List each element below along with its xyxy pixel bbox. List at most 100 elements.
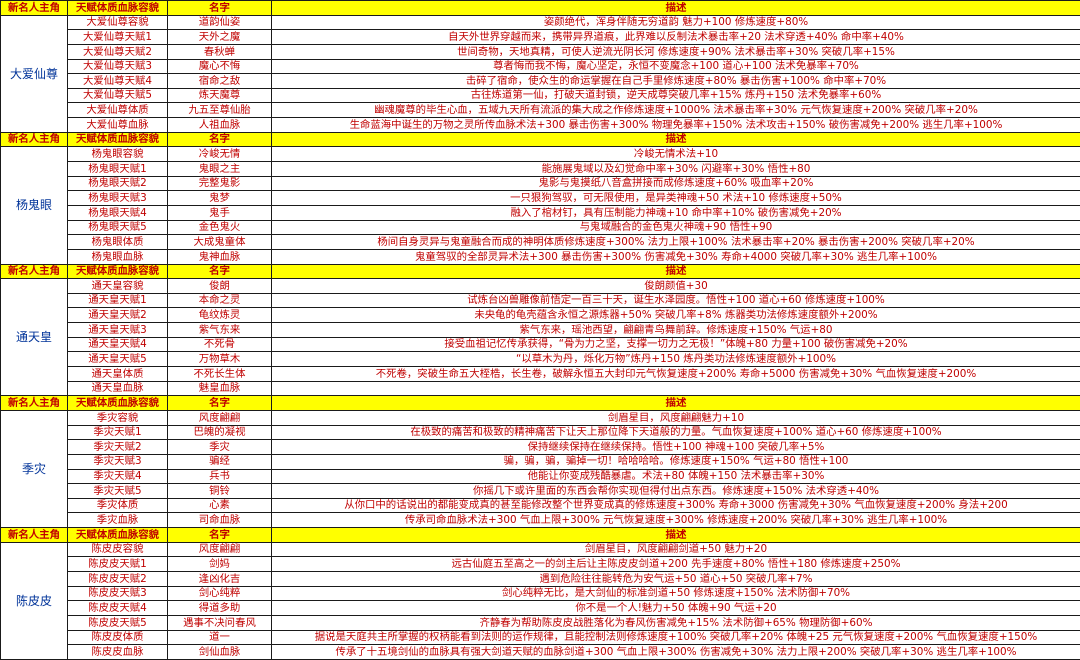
type-cell: 大爱仙尊血脉 <box>67 117 168 133</box>
name-cell: 紫气东来 <box>167 322 272 338</box>
header-type: 天赋体质血脉容貌 <box>67 0 168 16</box>
table-row: 陈皮皮天赋3 剑心纯粹 剑心纯粹无比，是大剑仙的标准剑道+50 修炼速度+150% … <box>1 585 1080 602</box>
name-cell: 风度翩翩 <box>167 409 272 426</box>
name-cell: 本命之灵 <box>167 292 272 309</box>
header-row: 新名人主角 天赋体质血脉容貌 名字 描述 <box>0 527 1080 543</box>
table-row: 杨鬼眼血脉 鬼神血脉 鬼童驾驭的全部灵异术法+300 暴击伤害+300% 伤害减免+… <box>1 248 1080 265</box>
type-cell: 大爱仙尊体质 <box>67 102 168 119</box>
type-cell: 杨鬼眼天赋4 <box>67 204 168 221</box>
name-cell: 人祖血脉 <box>167 117 272 133</box>
name-cell: 俊朗 <box>167 278 272 294</box>
desc-cell: 自天外世界穿越而来，携带异界道痕，此界难以反制法术暴击率+20 法术穿透+40%… <box>271 29 1080 45</box>
type-cell: 杨鬼眼天赋5 <box>67 219 168 236</box>
table-row: 大爱仙尊天赋4 宿命之敌 击碎了宿命，使众生的命运掌握在自己手里修炼速度+80% 暴… <box>1 73 1080 89</box>
table-row: 大爱仙尊体质 九五至尊仙胎 幽魂魔尊的毕生心血，五域九天所有流派的集大成之作修炼速度… <box>1 102 1080 119</box>
header-row: 新名人主角 天赋体质血脉容貌 名字 描述 <box>0 0 1080 16</box>
name-cell: 鬼神血脉 <box>167 248 272 265</box>
table-row: 陈皮皮天赋4 得道多助 你不是一个人!魅力+50 体魄+90 气运+20 <box>1 600 1080 616</box>
desc-cell: 远古仙庭五至高之一的剑主后让主陈皮皮剑道+200 先手速度+80% 悟性+180… <box>271 556 1080 572</box>
table-row: 通天皇 通天皇容貌 俊朗 俊朗颜值+30 <box>0 278 1080 397</box>
table-row: 陈皮皮天赋5 遇事不决问春风 齐静春为帮助陈皮皮战胜落化为春风伤害减免+15% 法术… <box>1 614 1080 631</box>
name-cell: 不死长生体 <box>167 366 272 382</box>
name-cell: 心素 <box>167 497 272 514</box>
header-type: 天赋体质血脉容貌 <box>67 131 168 148</box>
table-row: 大爱仙尊天赋2 春秋蝉 世间奇物，天地真精，可使人逆流光阴长河 修炼速度+90% 法… <box>1 43 1080 60</box>
table-row: 杨鬼眼天赋3 鬼梦 一只狠狗驾驭，可无限使用，是异类神魂+50 术法+10 修炼速度… <box>1 190 1080 206</box>
type-cell: 通天皇天赋2 <box>67 307 168 324</box>
desc-cell: 俊朗颜值+30 <box>271 278 1080 294</box>
type-cell: 杨鬼眼容貌 <box>67 146 168 163</box>
type-cell: 杨鬼眼天赋1 <box>67 161 168 177</box>
name-cell: 炼天魔尊 <box>167 87 272 104</box>
table-row: 杨鬼眼天赋1 鬼眼之主 能施展鬼域以及幻觉命中率+30% 闪避率+30% 悟性+80 <box>1 161 1080 177</box>
table-row: 季灾天赋2 季灾 保持继续保持在继续保持。悟性+100 神魂+100 突破几率+5% <box>1 439 1080 455</box>
name-cell: 鬼手 <box>167 204 272 221</box>
type-cell: 陈皮皮天赋3 <box>67 585 168 602</box>
name-cell: 魔心不悔 <box>167 58 272 75</box>
type-cell: 陈皮皮体质 <box>67 629 168 646</box>
name-cell: 剑仙血脉 <box>167 644 272 660</box>
table-row: 季灾体质 心素 从你口中的话说出的都能变成真的甚至能修改整个世界变成真的修炼速度+3… <box>1 497 1080 514</box>
header-desc: 描述 <box>271 263 1080 280</box>
desc-cell: 古往炼道第一仙，打破天道封锁，逆天成尊突破几率+15% 炼丹+150 法术免暴率… <box>271 87 1080 104</box>
table-row: 季灾天赋4 兵书 他能让你变成残酷暴虐。术法+80 体魄+150 法术暴击率+30% <box>1 468 1080 485</box>
name-cell: 鬼梦 <box>167 190 272 206</box>
desc-cell: 冷峻无情术法+10 <box>271 146 1080 163</box>
table-row: 杨鬼眼体质 大成鬼童体 杨间自身灵异与鬼童融合而成的神明体质修炼速度+300% 法力… <box>1 234 1080 250</box>
hero-name-cell: 陈皮皮 <box>0 541 68 660</box>
name-cell: 剑妈 <box>167 556 272 572</box>
desc-cell: 一只狠狗驾驭，可无限使用，是异类神魂+50 术法+10 修炼速度+50% <box>271 190 1080 206</box>
table-row: 季灾血脉 司命血脉 传承司命血脉术法+300 气血上限+300% 元气恢复速度+30… <box>1 512 1080 529</box>
name-cell: 季灾 <box>167 439 272 455</box>
header-name: 名字 <box>167 0 272 16</box>
desc-cell: 传承了十五境剑仙的血脉具有强大剑道天赋的血脉剑道+300 气血上限+300% 伤… <box>271 644 1080 660</box>
table-row: 陈皮皮体质 道一 据说是天庭共主所掌握的权柄能看到法则的运作规律，且能控制法则修炼速… <box>1 629 1080 646</box>
name-cell: 宿命之敌 <box>167 73 272 89</box>
desc-cell: 鬼童驾驭的全部灵异术法+300 暴击伤害+300% 伤害减免+30% 寿命+40… <box>271 248 1080 265</box>
table-row: 大爱仙尊天赋3 魔心不悔 尊者悔而我不悔，魔心坚定，永恒不变魔念+100 道心+10… <box>1 58 1080 75</box>
header-row: 新名人主角 天赋体质血脉容貌 名字 描述 <box>0 395 1080 411</box>
table-row: 季灾天赋3 骗经 骗，骗，骗，骗掉一切！哈哈哈哈。修炼速度+150% 气运+80 悟… <box>1 453 1080 470</box>
desc-cell: 剑心纯粹无比，是大剑仙的标准剑道+50 修炼速度+150% 法术防御+70% <box>271 585 1080 602</box>
desc-cell: 未央龟的龟壳蕴含永恒之源炼器+50% 突破几率+8% 炼器类功法修炼速度额外+2… <box>271 307 1080 324</box>
type-cell: 大爱仙尊容貌 <box>67 14 168 31</box>
name-cell: 道韵仙姿 <box>167 14 272 31</box>
type-cell: 杨鬼眼天赋3 <box>67 190 168 206</box>
hero-name-cell: 通天皇 <box>0 278 68 397</box>
header-hero: 新名人主角 <box>0 527 68 543</box>
header-hero: 新名人主角 <box>0 395 68 411</box>
type-cell: 陈皮皮天赋2 <box>67 570 168 587</box>
desc-cell: 骗，骗，骗，骗掉一切！哈哈哈哈。修炼速度+150% 气运+80 悟性+100 <box>271 453 1080 470</box>
header-desc: 描述 <box>271 131 1080 148</box>
name-cell: 骗经 <box>167 453 272 470</box>
header-type: 天赋体质血脉容貌 <box>67 263 168 280</box>
table-row: 杨鬼眼天赋5 金色鬼火 与鬼域融合的金色鬼火神魂+90 悟性+90 <box>1 219 1080 236</box>
table-row: 陈皮皮天赋2 逢凶化吉 遇到危险往往能转危为安气运+50 道心+50 突破几率+7% <box>1 570 1080 587</box>
name-cell: 兵书 <box>167 468 272 485</box>
desc-cell: 从你口中的话说出的都能变成真的甚至能修改整个世界变成真的修炼速度+300% 寿命… <box>271 497 1080 514</box>
header-name: 名字 <box>167 527 272 543</box>
name-cell: 不死骨 <box>167 336 272 353</box>
table-row: 通天皇天赋3 紫气东来 紫气东来，瑶池西望，翩翩青鸟舞前辞。修炼速度+150% 气运… <box>1 322 1080 338</box>
name-cell: 九五至尊仙胎 <box>167 102 272 119</box>
desc-cell: 生命蓝海中诞生的万物之灵所传血脉术法+300 暴击伤害+300% 物理免暴率+1… <box>271 117 1080 133</box>
desc-cell: 遇到危险往往能转危为安气运+50 道心+50 突破几率+7% <box>271 570 1080 587</box>
type-cell: 季灾容貌 <box>67 409 168 426</box>
hero-name-cell: 杨鬼眼 <box>0 146 68 265</box>
name-cell: 天外之魔 <box>167 29 272 45</box>
table-row: 通天皇天赋5 万物草木 “以草木为丹，烁化万物”炼丹+150 炼丹类功法修炼速度额外… <box>1 351 1080 368</box>
type-cell: 通天皇体质 <box>67 366 168 382</box>
type-cell: 陈皮皮天赋1 <box>67 556 168 572</box>
type-cell: 陈皮皮容貌 <box>67 541 168 558</box>
type-cell: 通天皇天赋4 <box>67 336 168 353</box>
desc-cell: 幽魂魔尊的毕生心血，五域九天所有流派的集大成之作修炼速度+1000% 法术暴击率… <box>271 102 1080 119</box>
name-cell: 铜铃 <box>167 483 272 499</box>
desc-cell: 鬼影与鬼摸纸八音盒拼接而成修炼速度+60% 吸血率+20% <box>271 175 1080 192</box>
type-cell: 大爱仙尊天赋1 <box>67 29 168 45</box>
header-hero: 新名人主角 <box>0 0 68 16</box>
name-cell: 剑心纯粹 <box>167 585 272 602</box>
table-row: 季灾天赋1 巴魄的凝视 在极致的痛苦和极致的精神痛苦下让天上那位降下天道般的力量。气… <box>1 424 1080 441</box>
desc-cell: 他能让你变成残酷暴虐。术法+80 体魄+150 法术暴击率+30% <box>271 468 1080 485</box>
